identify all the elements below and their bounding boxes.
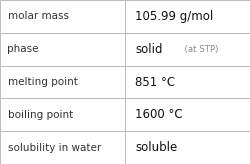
Text: molar mass: molar mass xyxy=(8,11,68,21)
Text: solubility in water: solubility in water xyxy=(8,143,101,153)
Text: melting point: melting point xyxy=(8,77,78,87)
Text: soluble: soluble xyxy=(135,141,177,154)
Text: 1600 °C: 1600 °C xyxy=(135,108,182,121)
Text: boiling point: boiling point xyxy=(8,110,73,120)
Text: solid: solid xyxy=(135,43,162,56)
Text: 851 °C: 851 °C xyxy=(135,75,175,89)
Text: 105.99 g/mol: 105.99 g/mol xyxy=(135,10,213,23)
Text: (at STP): (at STP) xyxy=(179,45,218,54)
Text: phase: phase xyxy=(8,44,39,54)
